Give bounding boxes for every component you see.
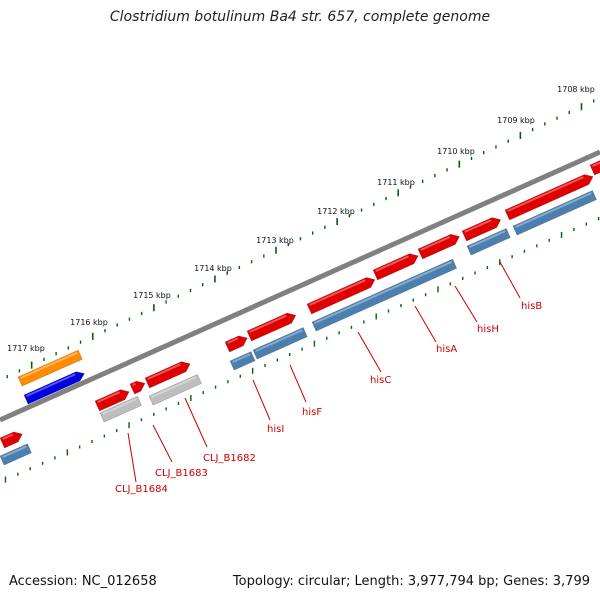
feature-gene-hisI <box>229 351 256 371</box>
feature-cds-hisF <box>246 312 297 342</box>
gene-label-lines <box>127 261 521 483</box>
gene-label-leader <box>499 261 521 299</box>
ruler-label: 1710 kbp <box>437 147 475 156</box>
feature-cds-hisA <box>417 233 460 260</box>
feature-cds-B1682 <box>144 361 191 389</box>
gene-label-leader <box>184 397 208 448</box>
feature-cds-left <box>0 431 23 449</box>
feature-gene-hisB <box>512 190 597 236</box>
gene-label: hisF <box>302 407 322 418</box>
ruler-label: 1714 kbp <box>194 264 232 273</box>
gene-label-leader <box>357 331 382 373</box>
feature-gene-hisF <box>252 327 308 360</box>
feature-cds-hisB <box>504 174 594 221</box>
feature-cds-B1684 <box>94 389 130 412</box>
lower-ticks <box>4 217 600 483</box>
accession-text: Accession: NC_012658 <box>9 574 157 589</box>
ruler-label: 1709 kbp <box>497 116 535 125</box>
feature-cds-B1683 <box>129 380 146 395</box>
gene-label: hisB <box>521 301 542 312</box>
feature-cds-hisH <box>461 217 502 242</box>
feature-gray-B1682 <box>148 373 202 406</box>
feature-cds-hisC-2 <box>306 277 376 315</box>
gene-label: CLJ_B1682 <box>203 453 256 464</box>
feature-cds-edge <box>589 160 600 176</box>
ruler-label: 1713 kbp <box>256 236 294 245</box>
feature-gene-hisH <box>466 228 511 256</box>
gene-label-leader <box>252 379 271 421</box>
gene-label-leader <box>127 432 137 483</box>
feature-cds-hisC <box>372 253 419 281</box>
gene-labels: hisB hisH hisA hisC hisF hisI CLJ_B1682 CLJ_B16… <box>115 301 542 495</box>
features <box>0 160 600 466</box>
ruler-label: 1708 kbp <box>557 85 595 94</box>
feature-blue <box>23 371 85 405</box>
genome-backbone <box>0 149 600 423</box>
gene-label: hisI <box>267 424 284 435</box>
gene-label-leader <box>289 364 307 403</box>
feature-orange <box>17 349 83 387</box>
feature-cds-hisI <box>224 335 248 353</box>
ruler-label: 1717 kbp <box>7 344 45 353</box>
feature-gray-B1684 <box>99 395 142 423</box>
ruler-label: 1716 kbp <box>70 318 108 327</box>
gene-label: hisA <box>436 344 457 355</box>
genome-stats-text: Topology: circular; Length: 3,977,794 bp… <box>232 574 590 589</box>
map-title: Clostridium botulinum Ba4 str. 657, comp… <box>109 9 491 25</box>
ruler-label: 1712 kbp <box>317 207 355 216</box>
gene-label: CLJ_B1684 <box>115 484 168 495</box>
gene-label-leader <box>454 285 478 323</box>
gene-label: hisH <box>477 324 499 335</box>
ruler-label: 1711 kbp <box>377 178 415 187</box>
gene-label: hisC <box>370 375 391 386</box>
gene-label-leader <box>152 424 173 463</box>
ruler-label: 1715 kbp <box>133 291 171 300</box>
ruler-ticks <box>6 99 595 379</box>
feature-gene-left <box>0 443 32 466</box>
feature-gene-hisA-hisC <box>311 258 458 332</box>
gene-label-leader <box>414 305 437 343</box>
ruler-labels: 1708 kbp 1709 kbp 1710 kbp 1711 kbp 1712 kbp… <box>7 85 595 353</box>
gene-label: CLJ_B1683 <box>155 468 208 479</box>
